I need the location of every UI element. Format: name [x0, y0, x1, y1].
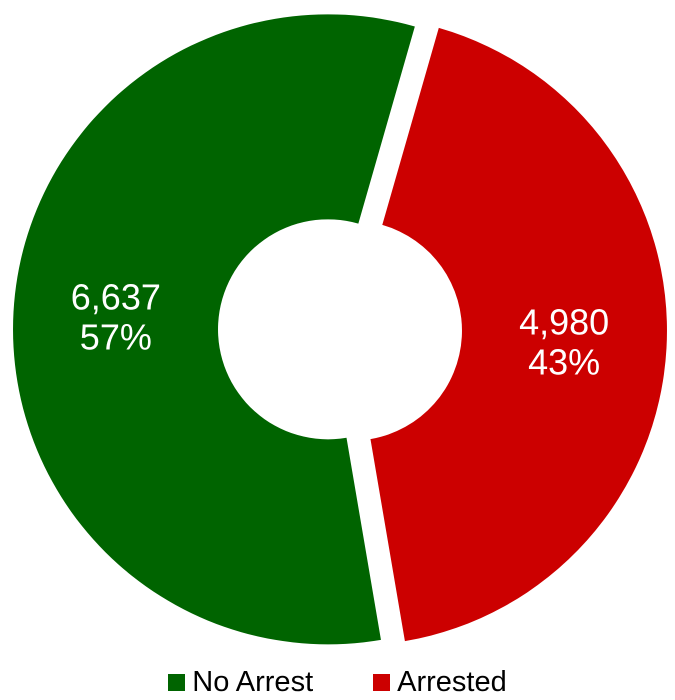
legend-item-arrested: Arrested — [373, 666, 507, 699]
donut-slice-arrested — [370, 27, 667, 642]
chart-legend: No Arrest Arrested — [0, 664, 675, 700]
data-label-value-arrested: 4,980 — [519, 301, 609, 342]
data-label-percent-arrested: 43% — [528, 341, 600, 382]
data-label-value-no-arrest: 6,637 — [71, 277, 161, 318]
donut-slice-no-arrest — [13, 14, 415, 645]
legend-label-no-arrest: No Arrest — [192, 665, 314, 698]
legend-swatch-arrested — [373, 673, 391, 691]
legend-swatch-no-arrest — [168, 673, 186, 691]
legend-label-arrested: Arrested — [397, 665, 507, 698]
legend-item-no-arrest: No Arrest — [168, 666, 313, 699]
data-label-percent-no-arrest: 57% — [80, 317, 152, 358]
